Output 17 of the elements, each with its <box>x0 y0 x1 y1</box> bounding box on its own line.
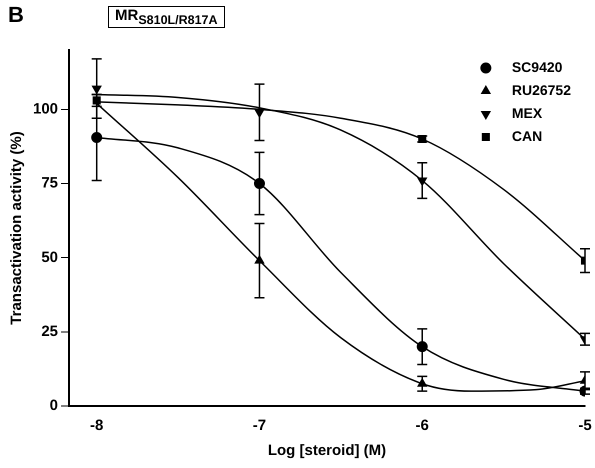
x-axis-title: Log [steroid] (M) <box>268 442 386 460</box>
x-tick-label: -6 <box>416 417 429 434</box>
chart-title: MR$_{S810L/R817A}$ <box>108 6 225 28</box>
x-tick-label: -7 <box>252 417 266 434</box>
legend-label: CAN <box>512 128 542 144</box>
y-axis-title: Transactivation activity (%) <box>8 131 26 325</box>
legend-label: RU26752 <box>512 82 572 98</box>
x-tick-label: -8 <box>90 417 104 434</box>
x-tick-label: -5 <box>578 417 592 434</box>
text: B <box>8 2 24 28</box>
y-tick-label: 75 <box>41 174 58 192</box>
legend-label: SC9420 <box>512 58 563 75</box>
y-tick-label: 50 <box>41 248 58 266</box>
legend-label: MEX <box>512 104 543 121</box>
y-tick-label: 25 <box>41 322 58 340</box>
y-tick-label: 0 <box>50 397 58 414</box>
y-tick-label: 100 <box>32 100 58 118</box>
